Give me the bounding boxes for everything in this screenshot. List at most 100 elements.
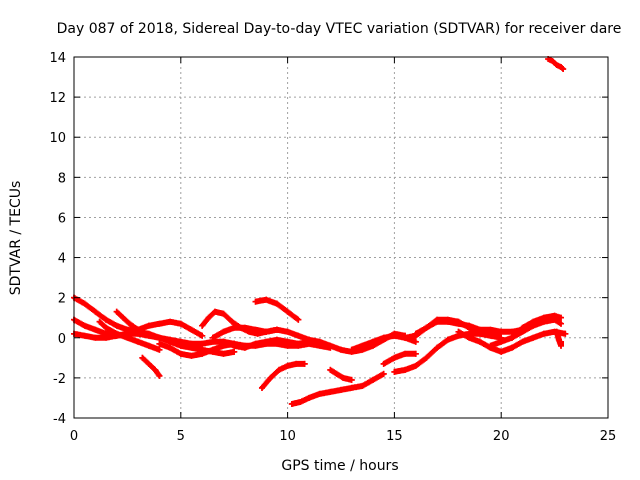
data-point [455, 328, 462, 335]
data-point [199, 332, 206, 339]
data-point [284, 328, 291, 335]
data-point [273, 336, 280, 343]
data-point [145, 322, 152, 329]
data-point [103, 334, 110, 341]
data-point [276, 366, 283, 373]
data-point [241, 324, 248, 331]
data-point [199, 340, 206, 347]
data-point [284, 338, 291, 345]
data-point [508, 334, 515, 341]
data-point [305, 336, 312, 343]
data-point [229, 318, 236, 325]
data-point [92, 326, 99, 333]
data-point [284, 308, 291, 315]
data-point [391, 354, 398, 361]
series-arc-15 [327, 366, 355, 383]
data-point [558, 338, 565, 345]
series-arc-10 [220, 336, 312, 351]
data-point [558, 314, 565, 321]
data-point [348, 384, 355, 391]
data-point [423, 324, 430, 331]
data-point [498, 348, 505, 355]
data-point [380, 360, 387, 367]
data-point [412, 350, 419, 357]
data-point [402, 366, 409, 373]
data-point [199, 350, 206, 357]
data-point [145, 342, 152, 349]
x-tick-label: 15 [386, 429, 403, 444]
data-point [241, 344, 248, 351]
data-point [301, 360, 308, 367]
y-tick-label: 8 [58, 171, 66, 186]
data-point [231, 348, 238, 355]
series-arc-24 [553, 328, 565, 349]
data-point [558, 320, 565, 327]
data-point [466, 334, 473, 341]
y-tick-label: 2 [58, 292, 66, 307]
series-arc-16 [348, 332, 419, 353]
data-point [316, 338, 323, 345]
data-point [263, 328, 270, 335]
axis-ticks: 0 5 10 15 20 25 -4 -2 0 2 4 6 8 10 12 14 [49, 51, 616, 444]
y-axis-label: SDTVAR / TECUs [8, 181, 24, 296]
data-point [156, 346, 163, 353]
data-point [220, 328, 227, 335]
data-point [177, 320, 184, 327]
data-point [293, 360, 300, 367]
series-arc-11 [252, 296, 302, 323]
data-point [327, 342, 334, 349]
y-tick-label: -4 [53, 412, 66, 427]
data-point [370, 338, 377, 345]
data-point [487, 330, 494, 337]
data-point [81, 332, 88, 339]
data-point [540, 330, 547, 337]
x-tick-label: 0 [70, 429, 78, 444]
data-point [126, 320, 133, 327]
data-point [391, 332, 398, 339]
data-point [167, 336, 174, 343]
series-arc-25 [545, 56, 567, 73]
x-tick-label: 20 [493, 429, 510, 444]
data-point [209, 346, 216, 353]
data-point [444, 336, 451, 343]
data-point [316, 390, 323, 397]
data-point [267, 374, 274, 381]
data-point [273, 300, 280, 307]
data-point [338, 386, 344, 393]
data-point [305, 394, 312, 401]
data-point [273, 326, 280, 333]
data-point [263, 338, 270, 345]
data-point [252, 298, 259, 305]
data-series [71, 56, 569, 407]
data-point [156, 340, 163, 347]
series-arc-9 [209, 324, 280, 341]
data-point [188, 340, 195, 347]
series-arc-13 [288, 370, 387, 407]
data-point [530, 334, 537, 341]
data-point [211, 308, 218, 315]
data-point [348, 376, 355, 383]
data-point [199, 322, 206, 329]
data-point [553, 62, 560, 69]
data-point [258, 384, 265, 391]
data-point [423, 354, 430, 361]
data-point [551, 316, 558, 323]
y-tick-label: 12 [49, 91, 66, 106]
y-tick-label: 6 [58, 211, 66, 226]
data-point [252, 326, 259, 333]
x-axis-label: GPS time / hours [281, 458, 398, 474]
data-point [177, 338, 184, 345]
data-point [152, 366, 159, 373]
data-point [177, 350, 184, 357]
data-point [113, 330, 120, 337]
data-point [530, 322, 537, 329]
y-tick-label: 4 [58, 252, 66, 267]
plot-frame [73, 56, 609, 419]
series-arc-5 [113, 308, 163, 341]
data-point [167, 318, 174, 325]
data-point [156, 334, 163, 341]
data-point [380, 370, 387, 377]
data-point [434, 316, 441, 323]
